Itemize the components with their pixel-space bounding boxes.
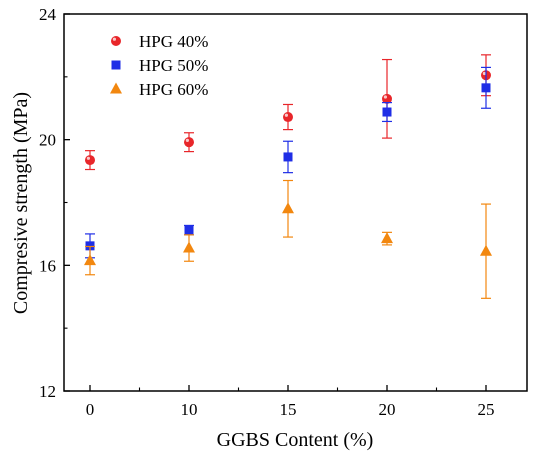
data-point bbox=[183, 241, 195, 253]
data-point bbox=[381, 232, 393, 244]
data-point bbox=[283, 152, 293, 162]
x-axis-label: GGBS Content (%) bbox=[217, 429, 374, 451]
data-point-highlight bbox=[284, 113, 288, 117]
data-point bbox=[184, 137, 194, 148]
data-point bbox=[283, 112, 293, 123]
legend-marker bbox=[110, 82, 122, 94]
data-point bbox=[85, 155, 95, 166]
data-point bbox=[480, 244, 492, 256]
series-1 bbox=[85, 54, 491, 171]
data-point bbox=[481, 83, 491, 93]
y-tick-label: 24 bbox=[39, 5, 57, 24]
x-tick-label: 15 bbox=[280, 400, 297, 419]
data-point bbox=[84, 254, 96, 266]
plot-frame bbox=[63, 13, 528, 392]
x-tick-label: 25 bbox=[478, 400, 495, 419]
x-tick-label: 0 bbox=[86, 400, 95, 419]
data-point-highlight bbox=[86, 156, 90, 160]
legend-label: HPG 50% bbox=[139, 56, 208, 75]
legend-marker bbox=[111, 36, 121, 46]
series-3 bbox=[84, 179, 492, 299]
y-tick-label: 20 bbox=[39, 131, 56, 150]
y-axis: 12 16 20 24 bbox=[39, 5, 70, 401]
y-axis-label: Compresive strength (MPa) bbox=[10, 92, 32, 314]
y-tick-label: 12 bbox=[39, 382, 56, 401]
data-point bbox=[184, 225, 194, 235]
legend-marker-highlight bbox=[112, 37, 116, 41]
x-tick-label: 10 bbox=[181, 400, 198, 419]
series-layer bbox=[84, 54, 492, 299]
y-tick-label: 16 bbox=[39, 256, 56, 275]
legend-label: HPG 60% bbox=[139, 80, 208, 99]
data-point bbox=[282, 202, 294, 214]
data-point bbox=[85, 241, 95, 251]
series-2 bbox=[85, 66, 491, 259]
legend-marker bbox=[111, 60, 121, 70]
data-point-highlight bbox=[383, 95, 387, 99]
data-point-highlight bbox=[482, 71, 486, 76]
legend: HPG 40% HPG 50% HPG 60% bbox=[110, 32, 208, 99]
x-axis: 0 10 15 20 25 bbox=[86, 385, 495, 419]
data-point-highlight bbox=[185, 138, 189, 142]
x-tick-label: 20 bbox=[379, 400, 396, 419]
data-point bbox=[382, 107, 392, 117]
legend-label: HPG 40% bbox=[139, 32, 208, 51]
